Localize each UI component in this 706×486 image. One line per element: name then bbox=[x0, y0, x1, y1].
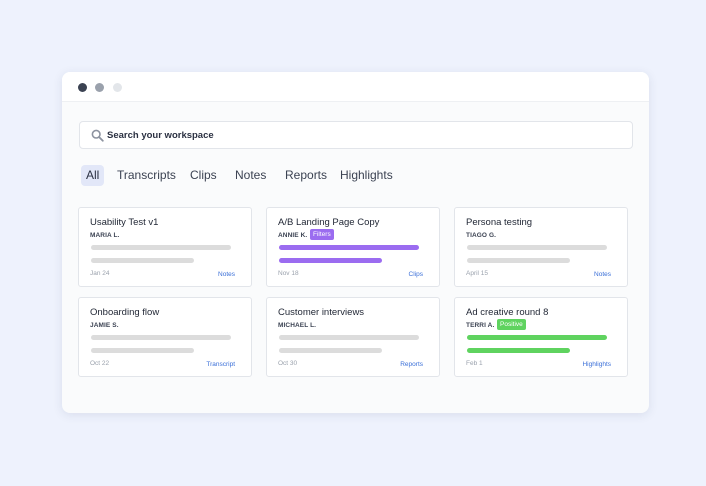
placeholder-bar bbox=[467, 245, 607, 250]
card-persona-testing[interactable]: Persona testing TIAGO G. April 15 Notes bbox=[454, 207, 628, 287]
window-titlebar bbox=[62, 72, 649, 102]
search-input[interactable] bbox=[107, 122, 617, 148]
tab-highlights[interactable]: Highlights bbox=[340, 168, 393, 182]
maximize-window-dot[interactable] bbox=[113, 83, 122, 92]
card-title: Persona testing bbox=[466, 217, 533, 228]
search-bar bbox=[79, 121, 633, 149]
card-link-notes[interactable]: Notes bbox=[594, 271, 611, 278]
progress-bar bbox=[467, 335, 607, 340]
app-window: All Transcripts Clips Notes Reports High… bbox=[62, 72, 649, 413]
card-title: Ad creative round 8 bbox=[466, 307, 549, 318]
card-link-highlights[interactable]: Highlights bbox=[582, 361, 611, 368]
card-onboarding-flow[interactable]: Onboarding flow JAMIE S. Oct 22 Transcri… bbox=[78, 297, 252, 377]
card-link-clips[interactable]: Clips bbox=[408, 271, 423, 278]
tab-reports[interactable]: Reports bbox=[285, 168, 328, 182]
minimize-window-dot[interactable] bbox=[95, 83, 104, 92]
tab-clips[interactable]: Clips bbox=[190, 168, 217, 182]
card-ad-creative[interactable]: Ad creative round 8 TERRI A. Positive Fe… bbox=[454, 297, 628, 377]
card-date: Jan 24 bbox=[90, 270, 110, 277]
tag-badge: Filters bbox=[310, 229, 334, 240]
tab-transcripts[interactable]: Transcripts bbox=[117, 168, 176, 182]
placeholder-bar bbox=[91, 335, 231, 340]
progress-bar bbox=[467, 348, 570, 353]
card-date: Nov 18 bbox=[278, 270, 299, 277]
card-link-reports[interactable]: Reports bbox=[400, 361, 423, 368]
card-author: JAMIE S. bbox=[90, 322, 119, 329]
tag-badge: Positive bbox=[497, 319, 526, 330]
card-title: Onboarding flow bbox=[90, 307, 160, 318]
close-window-dot[interactable] bbox=[78, 83, 87, 92]
card-ab-landing-page[interactable]: A/B Landing Page Copy ANNIE K. Filters N… bbox=[266, 207, 440, 287]
card-customer-interviews[interactable]: Customer interviews MICHAEL L. Oct 30 Re… bbox=[266, 297, 440, 377]
card-usability-test[interactable]: Usability Test v1 MARIA L. Jan 24 Notes bbox=[78, 207, 252, 287]
search-icon bbox=[91, 129, 104, 142]
placeholder-bar bbox=[467, 258, 570, 263]
card-author: TERRI A. bbox=[466, 322, 495, 329]
card-date: April 15 bbox=[466, 270, 489, 277]
placeholder-bar bbox=[91, 258, 194, 263]
placeholder-bar bbox=[279, 335, 419, 340]
card-title: Customer interviews bbox=[278, 307, 365, 318]
placeholder-bar bbox=[91, 348, 194, 353]
card-title: A/B Landing Page Copy bbox=[278, 217, 380, 228]
progress-bar bbox=[279, 258, 382, 263]
progress-bar bbox=[279, 245, 419, 250]
card-author: MARIA L. bbox=[90, 232, 120, 239]
placeholder-bar bbox=[279, 348, 382, 353]
card-author: ANNIE K. bbox=[278, 232, 308, 239]
card-date: Oct 22 bbox=[90, 360, 110, 367]
placeholder-bar bbox=[91, 245, 231, 250]
card-author: MICHAEL L. bbox=[278, 322, 317, 329]
card-link-notes[interactable]: Notes bbox=[218, 271, 235, 278]
card-date: Oct 30 bbox=[278, 360, 298, 367]
tab-notes[interactable]: Notes bbox=[235, 168, 267, 182]
card-date: Feb 1 bbox=[466, 360, 483, 367]
tab-all[interactable]: All bbox=[81, 165, 105, 186]
card-author: TIAGO G. bbox=[466, 232, 497, 239]
card-link-transcript[interactable]: Transcript bbox=[206, 361, 235, 368]
card-title: Usability Test v1 bbox=[90, 217, 159, 228]
